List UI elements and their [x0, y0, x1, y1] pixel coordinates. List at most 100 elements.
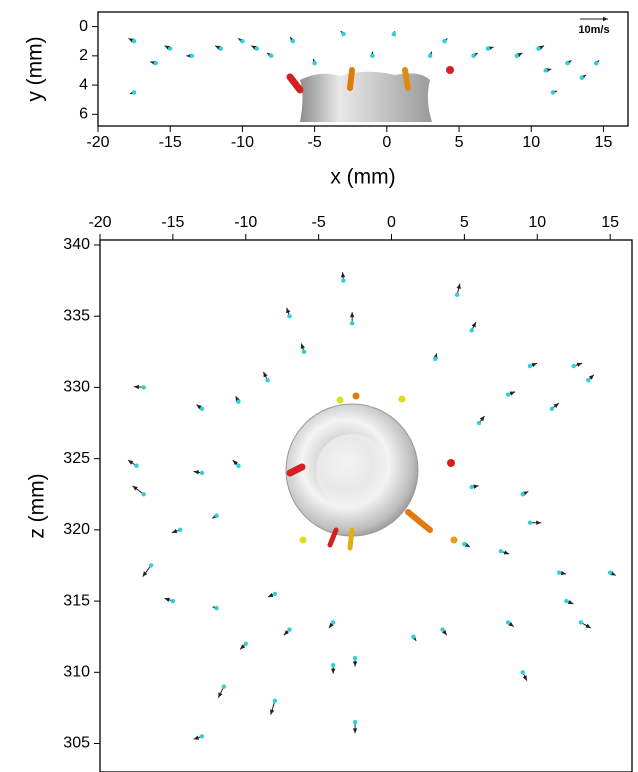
tracer-dot	[290, 39, 296, 44]
tracer-dot	[586, 378, 591, 383]
velocity-vector	[462, 541, 471, 548]
tracer-dot	[170, 598, 176, 604]
velocity-vector	[186, 53, 195, 59]
arrow-head	[479, 416, 485, 422]
velocity-vector	[164, 45, 173, 51]
velocity-vector	[235, 395, 241, 404]
arrow-head	[503, 550, 510, 555]
arrow-head	[473, 484, 479, 489]
arrow-head	[603, 16, 608, 22]
tracer-dot	[476, 420, 482, 426]
arrow-head	[456, 283, 461, 290]
arrow-head	[331, 668, 336, 674]
velocity-vector	[331, 662, 336, 674]
arrow-head	[352, 661, 358, 667]
tracer-dot	[469, 484, 474, 490]
tracer-dot	[199, 406, 205, 411]
x-tick-label: -5	[308, 134, 322, 151]
velocity-vector	[565, 59, 572, 66]
velocity-vector	[564, 598, 574, 605]
arrow-head	[235, 396, 240, 402]
x-tick-label: -20	[86, 134, 109, 151]
x-tick-label: -5	[312, 214, 326, 231]
y-tick-label: 340	[63, 236, 90, 253]
tracer-dot	[214, 513, 219, 518]
arrow-head	[536, 520, 542, 525]
arrow-head	[329, 622, 334, 629]
tracer-dot	[272, 591, 278, 597]
velocity-vector	[536, 45, 545, 51]
arrow-head	[553, 403, 559, 409]
tracer-dot	[221, 684, 227, 689]
tracer-dot	[433, 356, 438, 362]
arrow-head	[171, 528, 178, 534]
velocity-vector	[266, 52, 274, 59]
x-tick-label: 15	[595, 134, 613, 151]
velocity-vector	[411, 634, 417, 642]
velocity-vector	[262, 371, 270, 383]
arrow-head	[508, 621, 514, 627]
tracer-dot	[520, 492, 525, 497]
velocity-vector	[289, 36, 296, 44]
y-tick-label: 4	[79, 76, 88, 93]
tracer-dot	[131, 90, 137, 95]
velocity-vector	[571, 362, 583, 369]
velocity-vector	[267, 591, 278, 598]
tracer-dot	[498, 549, 504, 554]
y-tick-label: 0	[79, 18, 88, 35]
velocity-vector	[469, 484, 479, 490]
tracer-dot	[505, 392, 511, 397]
tracer-dot	[134, 463, 139, 468]
tracer-dot	[527, 520, 533, 525]
arrow-head	[349, 312, 355, 318]
velocity-vector	[556, 570, 567, 576]
tracer-dot	[571, 363, 576, 369]
tracer-dot	[141, 492, 146, 497]
arrow-head	[576, 362, 583, 367]
cylinder-side	[300, 71, 432, 122]
tracer-dot	[469, 328, 474, 333]
velocity-vector	[212, 513, 219, 519]
tracer-dot	[514, 53, 520, 59]
velocity-vector	[128, 37, 137, 44]
arrow-head	[588, 374, 594, 380]
tracer-dot	[331, 662, 336, 668]
y-axis-label: z (mm)	[26, 473, 49, 538]
arrow-head	[531, 363, 537, 368]
arrow-head	[128, 460, 134, 465]
tracer-dot	[240, 39, 245, 44]
arrow-head	[340, 272, 346, 278]
y-tick-label: 325	[63, 450, 90, 467]
velocity-vector	[133, 384, 146, 390]
tracer-dot	[254, 46, 260, 51]
tracer-dot	[505, 620, 511, 625]
tracer-dot	[349, 321, 355, 326]
velocity-vector	[340, 30, 346, 37]
tracer-dot	[301, 349, 307, 355]
tracer-dot	[549, 406, 555, 411]
tracer-dot	[462, 541, 467, 547]
arrow-head	[352, 728, 358, 734]
arrow-head	[464, 542, 470, 547]
tracer-dot	[131, 39, 137, 44]
tracer-dot	[141, 385, 146, 390]
scale-label: 10m/s	[578, 24, 609, 36]
arrow-head	[267, 592, 274, 597]
y-tick-label: 335	[63, 307, 90, 324]
tracer-dot	[341, 31, 346, 37]
velocity-vector	[150, 60, 158, 66]
tracer-dot	[440, 627, 445, 632]
velocity-vector	[193, 734, 205, 740]
arrow-head	[193, 470, 199, 475]
velocity-vector	[520, 491, 529, 497]
arrow-head	[263, 371, 268, 378]
velocity-vector	[505, 391, 516, 397]
velocity-vector	[352, 655, 358, 667]
plot-frame	[97, 11, 629, 127]
tracer-dot	[236, 463, 241, 468]
tracer-dot	[352, 719, 358, 725]
tracer-dot	[564, 598, 569, 604]
arrow-head	[232, 460, 238, 466]
tracer-dot	[527, 363, 533, 369]
velocity-vector	[196, 404, 205, 411]
